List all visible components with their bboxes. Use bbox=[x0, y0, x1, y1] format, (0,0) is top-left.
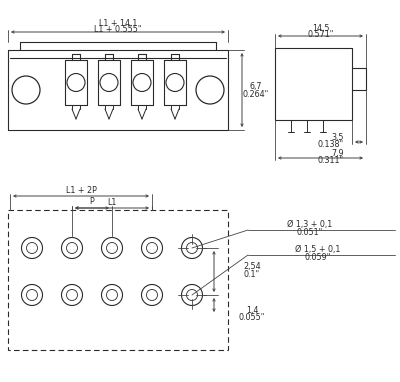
Text: 6,7: 6,7 bbox=[250, 81, 262, 91]
Text: 2,54: 2,54 bbox=[243, 262, 261, 271]
Text: 0.138": 0.138" bbox=[318, 139, 344, 149]
Text: Ø 1,3 + 0,1: Ø 1,3 + 0,1 bbox=[287, 220, 333, 228]
Bar bbox=[8, 210, 228, 350]
Text: 14,5: 14,5 bbox=[312, 24, 329, 32]
Text: 3,5: 3,5 bbox=[332, 133, 344, 141]
Text: 0.571": 0.571" bbox=[307, 29, 334, 39]
Text: L1 + 2P: L1 + 2P bbox=[66, 186, 96, 194]
Text: L1 + 14,1: L1 + 14,1 bbox=[99, 18, 137, 28]
Text: 0.051": 0.051" bbox=[297, 228, 323, 236]
Text: P: P bbox=[90, 196, 94, 206]
Text: Ø 1,5 + 0,1: Ø 1,5 + 0,1 bbox=[295, 244, 341, 254]
Text: 7,9: 7,9 bbox=[331, 149, 344, 157]
Text: 1,4: 1,4 bbox=[246, 306, 258, 314]
Text: 0.311": 0.311" bbox=[318, 155, 344, 165]
Text: 0.059": 0.059" bbox=[305, 253, 331, 262]
Text: L1 + 0.555": L1 + 0.555" bbox=[94, 24, 142, 34]
Text: 0.055": 0.055" bbox=[239, 314, 265, 322]
Text: 0.1": 0.1" bbox=[244, 270, 260, 279]
Text: L1: L1 bbox=[107, 197, 117, 207]
Text: 0.264": 0.264" bbox=[243, 89, 269, 99]
